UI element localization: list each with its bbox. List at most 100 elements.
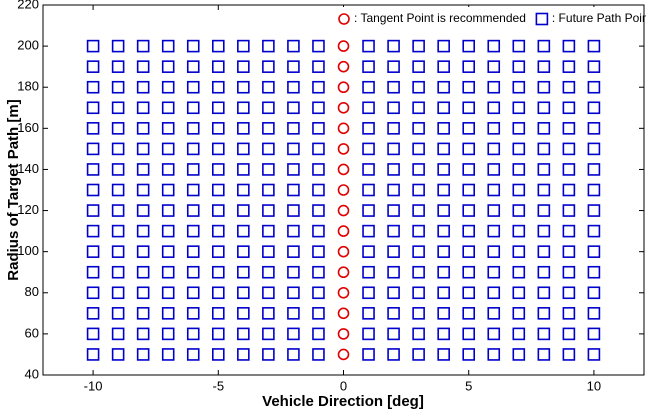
square-marker [462, 327, 476, 341]
square-marker [562, 307, 576, 320]
square-marker [136, 80, 150, 94]
circle-marker [337, 163, 350, 176]
square-marker [237, 286, 250, 300]
square-marker [362, 224, 375, 238]
square-marker [587, 183, 601, 197]
square-marker [362, 245, 375, 258]
circle-marker [338, 13, 350, 25]
square-marker [587, 80, 601, 94]
square-marker [312, 307, 325, 320]
y-tick-label: 200 [17, 38, 39, 53]
square-marker [562, 204, 576, 217]
square-marker [562, 39, 576, 53]
square-marker [111, 122, 125, 135]
x-tick-label: 0 [340, 378, 347, 393]
square-marker [111, 80, 125, 94]
square-marker [587, 101, 601, 115]
square-marker [387, 348, 400, 361]
square-marker [161, 39, 175, 53]
square-marker [562, 348, 576, 361]
square-marker [535, 12, 549, 26]
square-marker [287, 327, 300, 341]
legend-box [330, 7, 642, 31]
square-marker [161, 142, 175, 156]
square-marker [186, 60, 200, 73]
square-marker [462, 245, 476, 258]
square-marker [437, 39, 450, 53]
circle-marker [337, 40, 350, 52]
square-marker [487, 60, 501, 73]
square-marker [211, 183, 225, 197]
square-marker [437, 327, 450, 341]
square-marker [512, 183, 526, 197]
square-marker [161, 307, 175, 320]
square-marker [111, 224, 125, 238]
square-marker [136, 348, 150, 361]
circle-marker [337, 184, 350, 196]
square-marker [287, 204, 300, 217]
square-marker [387, 60, 400, 73]
square-marker [412, 142, 425, 156]
square-marker [487, 265, 501, 279]
square-marker [562, 101, 576, 115]
square-marker [512, 80, 526, 94]
square-marker [312, 101, 325, 115]
square-marker [262, 183, 275, 197]
square-marker [437, 142, 450, 156]
circle-marker [337, 328, 350, 340]
square-marker [136, 327, 150, 341]
square-marker [437, 122, 450, 135]
square-marker [437, 307, 450, 320]
square-marker [211, 80, 225, 94]
square-marker [512, 224, 526, 238]
square-marker [111, 142, 125, 156]
square-marker [312, 142, 325, 156]
square-marker [562, 286, 576, 300]
square-marker [312, 265, 325, 279]
square-marker [136, 286, 150, 300]
square-marker [562, 265, 576, 279]
square-marker [312, 183, 325, 197]
square-marker [362, 60, 375, 73]
square-marker [412, 245, 425, 258]
square-marker [512, 348, 526, 361]
square-marker [136, 101, 150, 115]
square-marker [111, 265, 125, 279]
square-marker [161, 60, 175, 73]
square-marker [562, 142, 576, 156]
square-marker [211, 122, 225, 135]
square-marker [211, 60, 225, 73]
square-marker [86, 224, 100, 238]
square-marker [462, 80, 476, 94]
square-marker [412, 348, 425, 361]
square-marker [136, 307, 150, 320]
square-marker [237, 245, 250, 258]
square-marker [211, 163, 225, 176]
square-marker [86, 39, 100, 53]
square-marker [437, 204, 450, 217]
square-marker [462, 183, 476, 197]
y-tick-label: 120 [17, 202, 39, 217]
square-marker [287, 183, 300, 197]
square-marker [512, 101, 526, 115]
square-marker [412, 307, 425, 320]
square-marker [262, 80, 275, 94]
square-marker [262, 163, 275, 176]
square-marker [537, 204, 551, 217]
square-marker [512, 245, 526, 258]
square-marker [136, 142, 150, 156]
square-marker [287, 101, 300, 115]
square-marker [186, 265, 200, 279]
square-marker [462, 60, 476, 73]
square-marker [562, 163, 576, 176]
square-marker [237, 101, 250, 115]
square-marker [237, 307, 250, 320]
square-marker [312, 80, 325, 94]
square-marker [487, 348, 501, 361]
square-marker [362, 122, 375, 135]
square-marker [287, 163, 300, 176]
square-marker [512, 204, 526, 217]
square-marker [462, 348, 476, 361]
legend-label: : Tangent Point is recommended [354, 11, 526, 25]
square-marker [537, 101, 551, 115]
